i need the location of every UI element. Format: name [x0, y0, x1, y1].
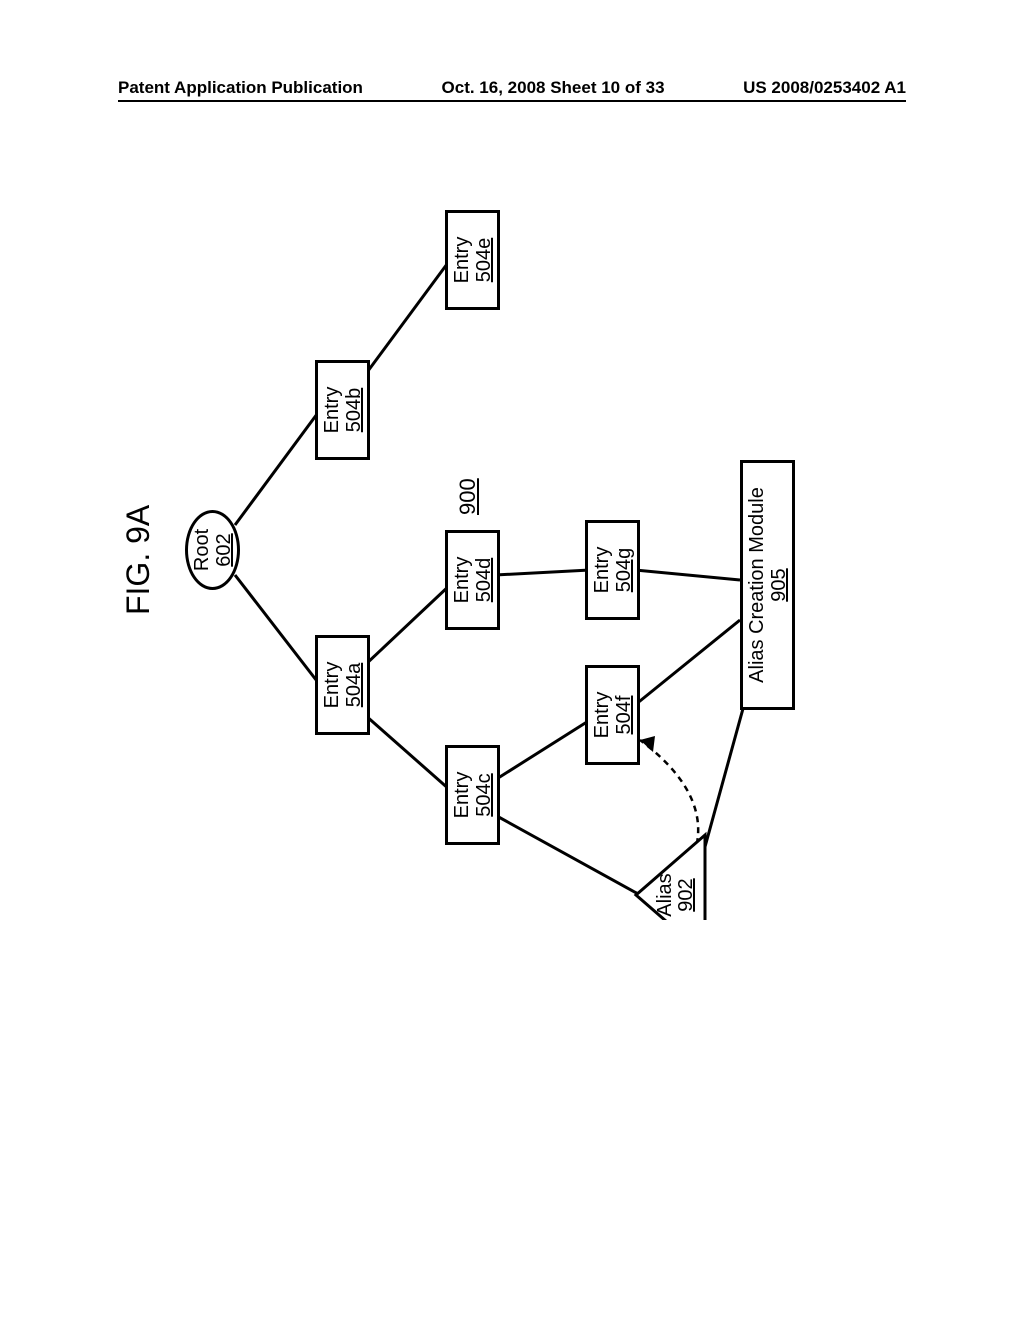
node-504b: Entry 504b [315, 360, 370, 460]
alias-label: Alias [654, 873, 676, 916]
node-504d-num: 504d [473, 558, 495, 603]
module-label: Alias Creation Module [746, 487, 768, 683]
node-504f-label: Entry [591, 692, 613, 739]
module-num: 905 [768, 568, 790, 601]
node-root: Root 602 [185, 510, 240, 590]
node-504b-num: 504b [343, 388, 365, 433]
header-center: Oct. 16, 2008 Sheet 10 of 33 [442, 78, 665, 98]
node-504e-label: Entry [451, 237, 473, 284]
root-num: 602 [213, 533, 235, 566]
figure-title: FIG. 9A [120, 505, 157, 615]
node-504f: Entry 504f [585, 665, 640, 765]
header-rule [118, 100, 906, 102]
node-504g-label: Entry [591, 547, 613, 594]
node-504d-label: Entry [451, 557, 473, 604]
node-504a: Entry 504a [315, 635, 370, 735]
node-504f-num: 504f [613, 696, 635, 735]
alias-num: 902 [675, 878, 697, 911]
node-504e: Entry 504e [445, 210, 500, 310]
node-alias: Alias 902 [655, 845, 697, 945]
node-504g-num: 504g [613, 548, 635, 593]
node-504a-label: Entry [321, 662, 343, 709]
node-504c: Entry 504c [445, 745, 500, 845]
header-right: US 2008/0253402 A1 [743, 78, 906, 98]
figure-9a: FIG. 9A Root 602 Entry 504a Entry 504b E… [160, 200, 880, 920]
figure-ref: 900 [455, 478, 481, 515]
node-504a-num: 504a [343, 663, 365, 708]
node-504b-label: Entry [321, 387, 343, 434]
node-alias-module: Alias Creation Module 905 [740, 460, 795, 710]
root-label: Root [191, 529, 213, 571]
node-504c-label: Entry [451, 772, 473, 819]
node-504c-num: 504c [473, 773, 495, 816]
page-header: Patent Application Publication Oct. 16, … [0, 78, 1024, 98]
node-504d: Entry 504d [445, 530, 500, 630]
header-left: Patent Application Publication [118, 78, 363, 98]
node-504e-num: 504e [473, 238, 495, 283]
node-504g: Entry 504g [585, 520, 640, 620]
